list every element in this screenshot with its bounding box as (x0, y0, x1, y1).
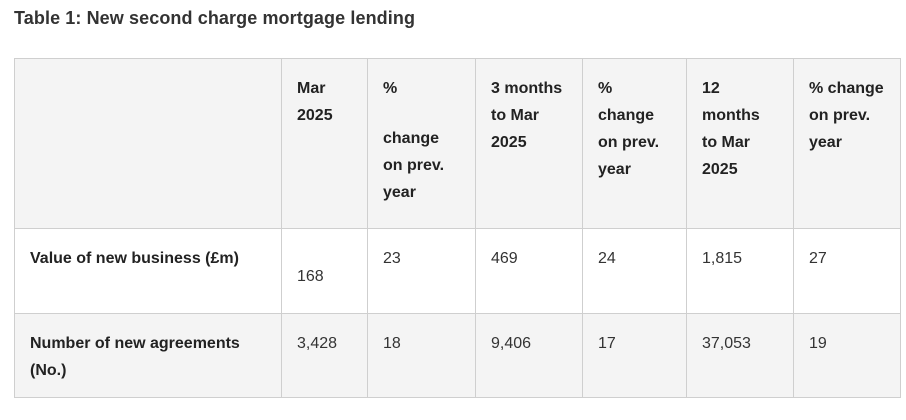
header-12-months-label: 12 months to Mar 2025 (702, 80, 760, 178)
header-pct-change-1: % change on prev. year (367, 58, 476, 229)
header-pct-change-2-label: % change on prev. year (598, 80, 660, 178)
header-pct-change-3: % change on prev. year (793, 58, 901, 229)
cell-12-months: 37,053 (686, 313, 794, 398)
header-3-months-label: 3 months to Mar 2025 (491, 80, 563, 151)
header-3-months: 3 months to Mar 2025 (475, 58, 583, 229)
table-row: Value of new business (£m) 168 23 469 24… (14, 228, 901, 314)
header-pct-change-2: % change on prev. year (582, 58, 687, 229)
header-12-months: 12 months to Mar 2025 (686, 58, 794, 229)
cell-pct-1: 23 (367, 228, 476, 314)
header-pct-change-3-label: % change on prev. year (809, 80, 884, 151)
cell-pct-3: 19 (793, 313, 901, 398)
cell-3-months: 9,406 (475, 313, 583, 398)
cell-mar-2025: 3,428 (281, 313, 368, 398)
table-title: Table 1: New second charge mortgage lend… (14, 8, 416, 28)
header-row: Mar 2025 % change on prev. year 3 months… (14, 58, 901, 229)
cell-pct-3: 27 (793, 228, 901, 314)
header-pct-symbol: % (383, 80, 398, 97)
table-row: Number of new agreements (No.) 3,428 18 … (14, 313, 901, 398)
cell-mar-2025-value: 168 (297, 268, 324, 285)
lending-table: Mar 2025 % change on prev. year 3 months… (14, 58, 901, 398)
cell-pct-1: 18 (367, 313, 476, 398)
header-blank-cell (14, 58, 282, 229)
cell-3-months: 469 (475, 228, 583, 314)
row-label-value: Value of new business (£m) (14, 228, 282, 314)
header-pct-change-label: change on prev. year (383, 130, 445, 201)
header-mar-2025: Mar 2025 (281, 58, 368, 229)
cell-pct-2: 17 (582, 313, 687, 398)
cell-12-months: 1,815 (686, 228, 794, 314)
header-gap (383, 102, 461, 125)
row-label-agreements: Number of new agreements (No.) (14, 313, 282, 398)
cell-mar-2025: 168 (281, 228, 368, 314)
cell-pct-2: 24 (582, 228, 687, 314)
header-mar-2025-label: Mar 2025 (297, 80, 333, 124)
